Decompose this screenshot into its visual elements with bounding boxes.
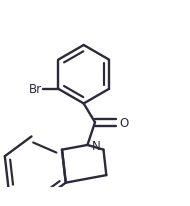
Text: N: N [92,140,101,153]
Text: Br: Br [29,83,42,96]
Text: O: O [120,116,129,129]
